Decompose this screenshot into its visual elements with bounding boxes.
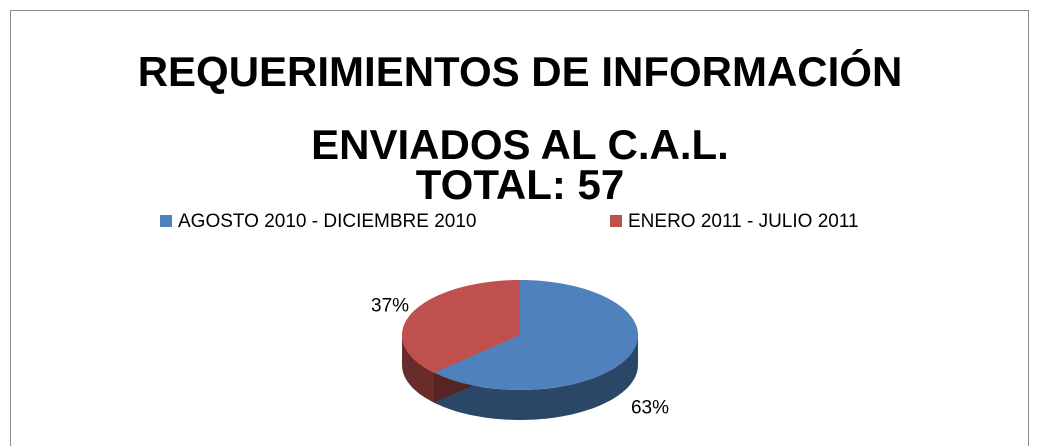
legend-swatch: [610, 215, 622, 227]
chart-title: ENVIADOS AL C.A.L.: [311, 121, 729, 168]
chart-title: REQUERIMIENTOS DE INFORMACIÓN: [138, 47, 903, 95]
legend-swatch: [160, 215, 172, 227]
slice: [402, 280, 520, 373]
slice: [434, 280, 638, 390]
data-label: 37%: [371, 296, 409, 317]
legend-label: ENERO 2011 - JULIO 2011: [628, 211, 859, 232]
chart-title: TOTAL: 57: [416, 161, 624, 208]
legend-label: AGOSTO 2010 - DICIEMBRE 2010: [178, 211, 477, 232]
slice-side: [434, 335, 638, 420]
data-label: 63%: [631, 397, 669, 418]
slice-side: [402, 335, 434, 403]
